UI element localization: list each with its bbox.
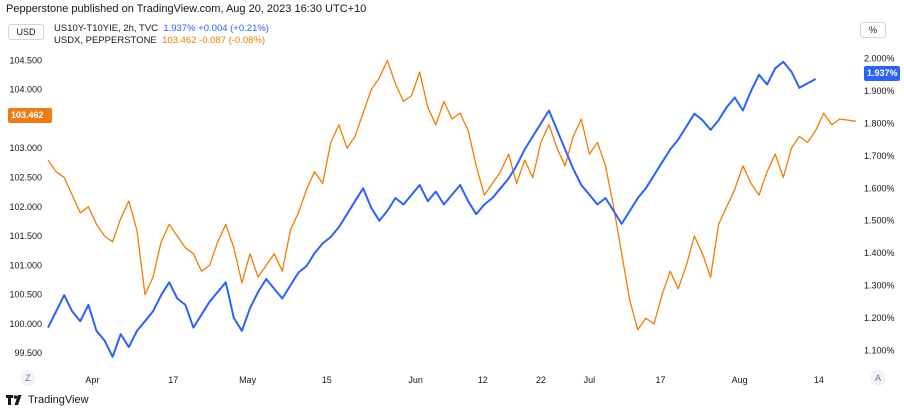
left-axis-tick-label: 99.500 [14, 348, 42, 358]
legend-row-us10y[interactable]: US10Y-T10YIE, 2h, TVC 1.937% +0.004 (+0.… [54, 23, 269, 34]
right-axis-tick-label: 1.600% [864, 183, 895, 193]
x-axis-tick-label: 14 [814, 375, 824, 385]
left-axis-tick-label: 102.000 [9, 202, 42, 212]
right-axis-tick-label: 1.100% [864, 345, 895, 355]
right-axis-tick-label: 1.900% [864, 86, 895, 96]
right-axis-tick-label: 1.400% [864, 248, 895, 258]
tradingview-logo-icon [6, 395, 22, 405]
us10y-price-tag: 1.937% [864, 66, 900, 81]
left-axis-tick-label: 104.000 [9, 85, 42, 95]
right-axis-tick-label: 1.800% [864, 118, 895, 128]
left-axis-tick-label: 102.500 [9, 173, 42, 183]
x-axis-tick-label: 15 [322, 375, 332, 385]
right-axis-tick-label: 2.000% [864, 54, 895, 64]
usdx-series-line [47, 59, 857, 331]
usdx-price-tag: 103.462 [8, 108, 52, 123]
x-axis-tick-label: 22 [536, 375, 546, 385]
legend-value: 1.937% [163, 23, 196, 34]
left-axis-tick-label: 101.000 [9, 260, 42, 270]
left-axis-unit[interactable]: USD [8, 24, 44, 40]
left-axis-tick-label: 100.000 [9, 319, 42, 329]
footer-brand: TradingView [28, 394, 89, 406]
legend-change: +0.004 (+0.21%) [198, 23, 269, 34]
left-axis-tick-label: 101.500 [9, 231, 42, 241]
legend-row-usdx[interactable]: USDX, PEPPERSTONE 103.462 -0.087 (-0.08%… [54, 35, 265, 46]
right-axis-tick-label: 1.200% [864, 313, 895, 323]
chart-header: Pepperstone published on TradingView.com… [6, 3, 367, 15]
x-axis-tick-label: Jul [584, 375, 596, 385]
zoom-button[interactable]: Z [20, 370, 36, 386]
us10y-series-line [47, 60, 817, 358]
right-axis-unit[interactable]: % [860, 22, 886, 38]
x-axis-tick-label: Jun [408, 375, 423, 385]
x-axis-tick-label: 12 [478, 375, 488, 385]
right-axis-tick-label: 1.300% [864, 280, 895, 290]
x-axis-tick-label: Aug [732, 375, 748, 385]
left-axis-tick-label: 100.500 [9, 290, 42, 300]
footer: TradingView [6, 392, 89, 408]
legend-name: USDX, PEPPERSTONE [54, 35, 157, 46]
auto-scale-button[interactable]: A [870, 370, 886, 386]
x-axis-tick-label: 17 [168, 375, 178, 385]
x-axis-tick-label: 17 [655, 375, 665, 385]
x-axis-tick-label: Apr [85, 375, 99, 385]
left-axis-tick-label: 103.000 [9, 143, 42, 153]
right-axis-tick-label: 1.500% [864, 216, 895, 226]
legend-change: -0.087 (-0.08%) [199, 35, 266, 46]
x-axis-tick-label: May [239, 375, 257, 385]
right-axis-tick-label: 1.700% [864, 151, 895, 161]
left-axis-tick-label: 104.500 [9, 55, 42, 65]
legend-value: 103.462 [162, 35, 197, 46]
legend-name: US10Y-T10YIE, 2h, TVC [54, 23, 159, 34]
